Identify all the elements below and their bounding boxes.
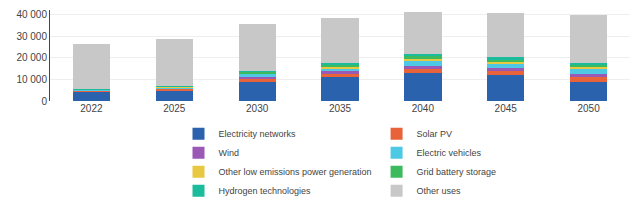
svg-text:2030: 2030 [246,103,269,114]
svg-text:30 000: 30 000 [16,31,47,42]
svg-text:Electric vehicles: Electric vehicles [417,148,482,158]
svg-text:Hydrogen technologies: Hydrogen technologies [219,186,312,196]
svg-text:2045: 2045 [495,103,518,114]
svg-text:Other low emissions power gene: Other low emissions power generation [219,167,372,177]
svg-text:Electricity networks: Electricity networks [219,129,297,139]
svg-text:2040: 2040 [412,103,435,114]
svg-text:Other uses: Other uses [417,186,462,196]
svg-text:2035: 2035 [329,103,352,114]
svg-text:2022: 2022 [80,103,103,114]
svg-text:2050: 2050 [577,103,600,114]
svg-text:Grid battery storage: Grid battery storage [417,167,497,177]
svg-text:2025: 2025 [163,103,186,114]
svg-text:Wind: Wind [219,148,240,158]
svg-text:0: 0 [41,96,47,107]
svg-text:40 000: 40 000 [16,9,47,20]
svg-text:Solar PV: Solar PV [417,129,453,139]
svg-text:10 000: 10 000 [16,74,47,85]
svg-text:20 000: 20 000 [16,52,47,63]
